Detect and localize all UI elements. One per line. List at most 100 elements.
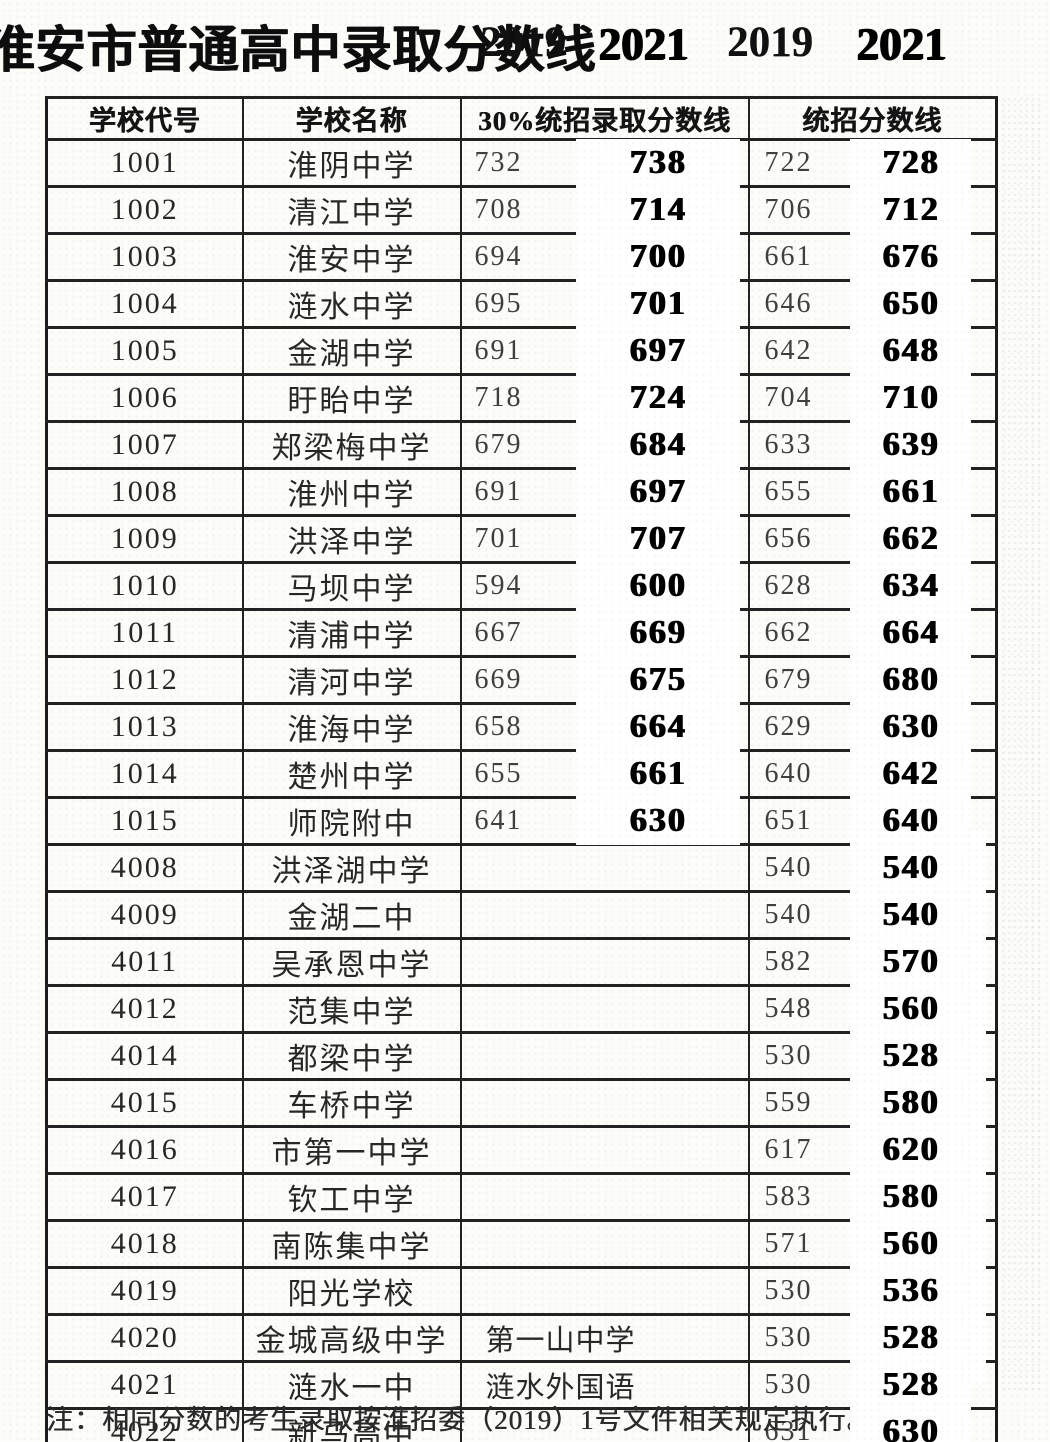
school-name-cell: 市第一中学 [241,1125,462,1175]
school-code-cell: 1003 [45,232,244,282]
school-name-cell: 马坝中学 [241,561,462,611]
school-code: 4016 [110,1133,179,1166]
score-unified-2021-overlay: 528 [850,1032,971,1080]
school-name-cell: 都梁中学 [241,1031,462,1081]
score-unified-2021-overlay: 642 [850,750,971,798]
score-30pct-2021-overlay: 738 [575,139,740,187]
table-row: 4020 金城高级中学 第一山中学 530 528 [45,1313,998,1363]
school-name-cell: 淮安中学 [241,232,462,282]
school-code: 4014 [110,1039,179,1072]
score-unified-2019: 617 [764,1134,813,1165]
table-row: 4016 市第一中学 617 620 [45,1125,998,1175]
score-unified-cell: 629 630 [747,702,998,752]
score-unified-2019: 661 [764,241,813,272]
school-name: 师院附中 [287,808,416,841]
score-unified-2021-overlay: 710 [850,374,971,422]
school-name-cell: 清河中学 [241,655,462,705]
school-name-cell: 郑梁梅中学 [241,420,462,470]
school-code-cell: 1002 [45,185,244,235]
score-unified-2019: 540 [764,899,813,930]
school-code: 1005 [110,334,179,367]
score-unified-2021-overlay: 728 [850,139,971,187]
table-row: 4017 钦工中学 583 580 [45,1172,998,1222]
score-unified-2019: 548 [764,993,813,1024]
score-30pct-2021-overlay: 600 [575,562,740,610]
school-code: 1013 [110,710,179,743]
school-name-cell: 涟水中学 [241,279,462,329]
score-30pct-2021-overlay: 664 [575,703,740,751]
school-code: 1012 [110,663,179,696]
score-unified-2021-overlay: 650 [850,280,971,328]
school-name-cell: 淮州中学 [241,467,462,517]
school-code: 4008 [110,851,179,884]
table-row: 1012 清河中学 669 675 679 680 [45,655,998,705]
school-code-cell: 1011 [45,608,244,658]
table-row: 1014 楚州中学 655 661 640 642 [45,749,998,799]
table-row: 4021 涟水一中 涟水外国语 530 528 [45,1360,998,1410]
school-code-cell: 4009 [45,890,244,940]
score-unified-2019: 530 [764,1322,813,1353]
school-code-cell: 1014 [45,749,244,799]
score-unified-2019: 655 [764,476,813,507]
school-code: 1007 [110,428,179,461]
score-unified-2021-overlay: 536 [850,1267,971,1315]
score-30pct-2019: 694 [474,241,523,272]
school-code: 1015 [110,804,179,837]
school-name: 洪泽中学 [287,526,416,559]
score-unified-cell: 642 648 [747,326,998,376]
school-code: 1002 [110,193,179,226]
title-year-2019-right: 2019 [727,19,813,66]
score-unified-cell: 530 536 [747,1266,998,1316]
score-unified-2019: 583 [764,1181,813,1212]
score-unified-2021-overlay: 540 [850,891,971,939]
score-30pct-cell [459,937,750,987]
score-30pct-cell [459,1031,750,1081]
score-unified-2019: 679 [764,664,813,695]
score-unified-2019: 662 [764,617,813,648]
score-30pct-2019: 655 [474,758,523,789]
table-row: 4018 南陈集中学 571 560 [45,1219,998,1269]
score-unified-2021-overlay: 639 [850,421,971,469]
table-row: 1006 盱眙中学 718 724 704 710 [45,373,998,423]
score-30pct-cell [459,890,750,940]
school-name: 金湖二中 [287,902,416,935]
school-code: 1010 [110,569,179,602]
score-unified-cell: 646 650 [747,279,998,329]
score-unified-2021-overlay: 528 [850,1314,971,1362]
score-30pct-2021-overlay: 669 [575,609,740,657]
school-name: 淮州中学 [287,479,416,512]
score-30pct-2021-overlay: 661 [575,750,740,798]
score-30pct-cell: 694 700 [459,232,750,282]
school-name-cell: 盱眙中学 [241,373,462,423]
score-30pct-cell [459,984,750,1034]
score-unified-2019: 640 [764,758,813,789]
school-code: 4018 [110,1227,179,1260]
school-code: 4022 [110,1415,179,1442]
school-name: 阳光学校 [287,1278,416,1311]
score-30pct-cell: 708 714 [459,185,750,235]
table-row: 4008 洪泽湖中学 540 540 [45,843,998,893]
score-30pct-2021-overlay: 714 [575,186,740,234]
header-30pct-score-line: 30%统招录取分数线 [459,96,750,141]
table-row: 1015 师院附中 641 630 651 640 [45,796,998,846]
school-code-cell: 4020 [45,1313,244,1363]
score-unified-2021-overlay: 712 [850,186,971,234]
title-year-2019-left: 2019 [480,19,566,66]
school-name: 马坝中学 [287,573,416,606]
table-row: 4022 新马高中 631 630 [45,1407,998,1442]
score-30pct-cell [459,1266,750,1316]
score-unified-cell: 530 528 [747,1313,998,1363]
school-name: 金湖中学 [287,338,416,371]
school-code-cell: 4015 [45,1078,244,1128]
school-name: 淮海中学 [287,714,416,747]
score-table: 学校代号 学校名称 30%统招录取分数线 统招分数线 1001 淮阴中学 732… [45,96,998,1442]
table-row: 4011 吴承恩中学 582 570 [45,937,998,987]
school-code: 1004 [110,287,179,320]
score-unified-2019: 540 [764,852,813,883]
score-unified-cell: 722 728 [747,138,998,188]
school-code-cell: 4014 [45,1031,244,1081]
table-row: 4019 阳光学校 530 536 [45,1266,998,1316]
school-code-cell: 1010 [45,561,244,611]
school-code: 4019 [110,1274,179,1307]
